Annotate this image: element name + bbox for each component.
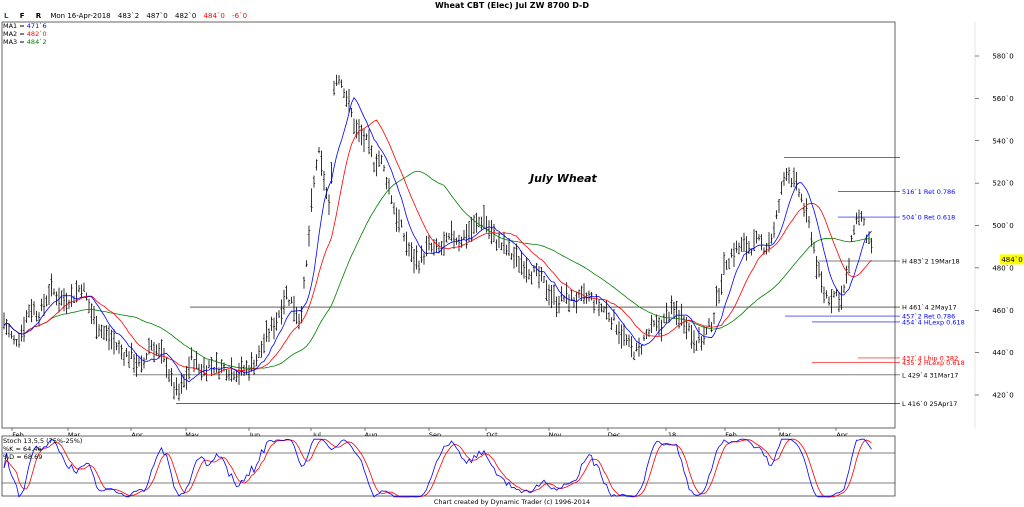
toolbar-date: Mon 16-Apr-2018 (50, 12, 111, 20)
toolbar-open: 483`2 (117, 12, 140, 20)
price-panel (1, 21, 896, 429)
level-label: L 416`0 25Apr17 (902, 400, 957, 408)
time-tick-label: 18 (668, 431, 676, 439)
stoch-title: Stoch 13,5,5 (75%-25%) (3, 437, 83, 445)
time-tick-label: Feb (12, 431, 24, 439)
current-price-label: 484`0 (1001, 256, 1022, 264)
toolbar-button-l[interactable]: L (4, 12, 9, 20)
time-tick-label: Mar (68, 431, 81, 439)
price-tick-label: 480`0 (992, 264, 1013, 272)
price-axis: 580`0 560`0 540`0 520`0 500`0 480`0 460`0 440`0… (975, 53, 1014, 400)
level-label: 516`1 Ret 0.786 (902, 188, 955, 196)
level-label: L 429`4 31Mar17 (902, 371, 958, 379)
ma-legend: MA1 = 471`6 MA2 = 482`0 MA3 = 484`2 (3, 22, 47, 46)
toolbar-high: 487`0 (146, 12, 168, 20)
current-price-marker: 484`0 (1000, 254, 1024, 265)
time-tick-label: Jul (312, 431, 321, 439)
toolbar: L F R Mon 16-Apr-2018 483`2 487`0 482`0 … (2, 11, 252, 22)
ma3-line (3, 170, 872, 369)
price-bars (2, 74, 873, 401)
price-tick-label: 440`0 (992, 349, 1013, 357)
time-tick-label: Dec (608, 431, 621, 439)
ma2-legend: MA2 = 482`0 (3, 30, 47, 38)
stoch-d-line (3, 438, 872, 498)
toolbar-change: -6`0 (232, 12, 248, 20)
price-tick-label: 520`0 (992, 180, 1013, 188)
toolbar-button-f[interactable]: F (19, 12, 25, 20)
time-tick-label: Sep (429, 431, 441, 439)
level-label: 437`4 Lhip 0.382 (902, 354, 958, 362)
stoch-d-label: %D = 68.69 (3, 453, 43, 461)
price-tick-label: 500`0 (992, 222, 1013, 230)
levels-layer: 516`1 Ret 0.786 504`0 Ret 0.618 H 483`2 19… (133, 157, 965, 408)
ma1-legend: MA1 = 471`6 (3, 22, 47, 30)
price-tick-label: 580`0 (992, 53, 1013, 61)
time-tick-label: May (185, 431, 199, 439)
stoch-panel (1, 435, 896, 497)
time-axis: Feb Mar Apr May Jun Jul Aug Sep Oct Nov Dec 18 Feb Ma… (11, 428, 848, 439)
time-tick-label: Nov (549, 431, 562, 439)
toolbar-low: 482`0 (174, 12, 197, 20)
time-tick-label: Oct (486, 431, 498, 439)
toolbar-close: 484`0 (203, 12, 225, 20)
time-tick-label: Apr (131, 431, 143, 439)
level-label: 457`2 Ret 0.786 (902, 313, 955, 321)
stoch-k-label: %K = 64.46 (3, 445, 42, 453)
ma2-line (3, 119, 872, 376)
footer: Chart created by Dynamic Trader (c) 1996… (433, 498, 591, 506)
time-tick-label: Apr (836, 431, 848, 439)
level-label: 504`0 Ret 0.618 (902, 214, 955, 222)
ma3-legend: MA3 = 484`2 (3, 38, 47, 46)
time-tick-label: Mar (779, 431, 792, 439)
level-label: 435`2 HLexp 0.618 (902, 359, 965, 367)
chart-annotation: July Wheat (528, 172, 598, 185)
stoch-k-line (3, 438, 872, 498)
toolbar-button-r[interactable]: R (35, 12, 42, 20)
time-tick-label: Jun (249, 431, 260, 439)
time-tick-label: Feb (725, 431, 737, 439)
time-tick-label: Aug (365, 431, 378, 439)
price-tick-label: 460`0 (992, 307, 1013, 315)
price-tick-label: 540`0 (992, 137, 1013, 145)
stoch-legend: Stoch 13,5,5 (75%-25%) %K = 64.46 %D = 6… (3, 437, 82, 461)
price-tick-label: 420`0 (992, 392, 1013, 400)
ma1-line (3, 96, 872, 383)
level-label: H 461`4 2May17 (902, 304, 957, 312)
price-tick-label: 560`0 (992, 95, 1013, 103)
level-label: H 483`2 19Mar18 (902, 257, 960, 265)
chart-title: Wheat CBT (Elec) Jul ZW 8700 D-D (434, 1, 590, 10)
level-label: 454`4 HLexp 0.618 (902, 318, 965, 326)
